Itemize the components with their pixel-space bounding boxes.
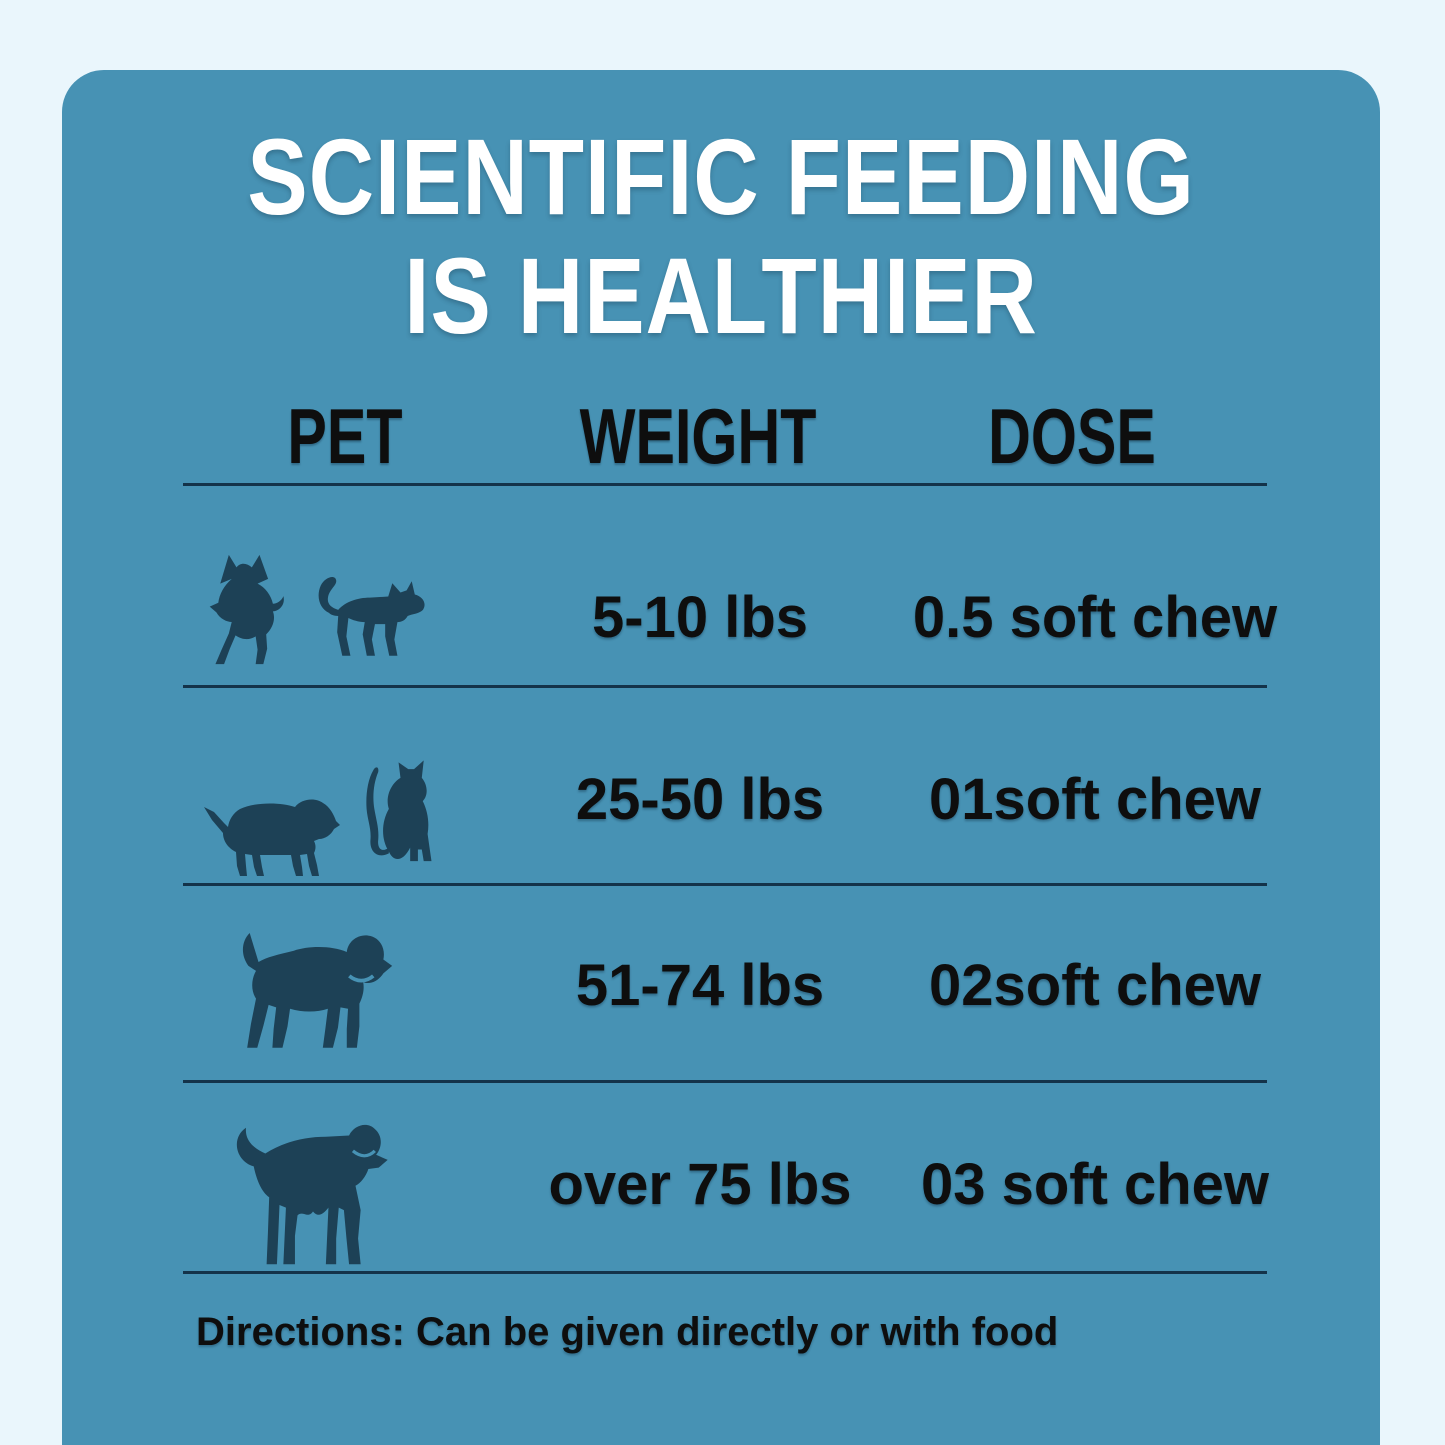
sitting-cat-icon xyxy=(366,760,432,862)
table-row-3-dose: 02soft chew xyxy=(929,953,1261,1018)
column-header-dose: DOSE xyxy=(988,392,1156,480)
directions-text: Directions: Can be given directly or wit… xyxy=(196,1310,1059,1354)
small-dog-icon xyxy=(209,554,284,665)
table-row-2-dose: 01soft chew xyxy=(929,767,1261,832)
row-divider xyxy=(183,883,1267,886)
row-divider xyxy=(183,685,1267,688)
table-row-3-weight: 51-74 lbs xyxy=(575,953,825,1018)
column-header-pet: PET xyxy=(287,392,403,480)
header-divider xyxy=(183,483,1267,486)
table-row-4-dose: 03 soft chew xyxy=(920,1152,1270,1217)
table-row-2-pet-icons xyxy=(200,758,446,880)
page-title: SCIENTIFIC FEEDING IS HEALTHIER xyxy=(167,116,1274,356)
table-row-2-weight: 25-50 lbs xyxy=(575,767,825,832)
title-line-1: SCIENTIFIC FEEDING xyxy=(247,116,1195,237)
dachshund-icon xyxy=(204,799,340,876)
column-header-weight: WEIGHT xyxy=(579,392,817,480)
table-row-4-pet-icons xyxy=(208,1120,436,1272)
row-divider xyxy=(183,1080,1267,1083)
medium-dog-icon xyxy=(242,933,393,1048)
table-row-3-pet-icons xyxy=(232,928,396,1073)
row-divider xyxy=(183,1271,1267,1274)
table-row-1-dose: 0.5 soft chew xyxy=(912,585,1278,650)
feeding-card-background xyxy=(62,70,1380,1445)
table-row-1-pet-icons xyxy=(200,550,444,666)
title-line-2: IS HEALTHIER xyxy=(404,234,1038,356)
walking-cat-icon xyxy=(318,576,425,656)
large-dog-icon xyxy=(236,1124,388,1265)
table-row-4-weight: over 75 lbs xyxy=(548,1152,852,1217)
table-row-1-weight: 5-10 lbs xyxy=(592,585,808,650)
